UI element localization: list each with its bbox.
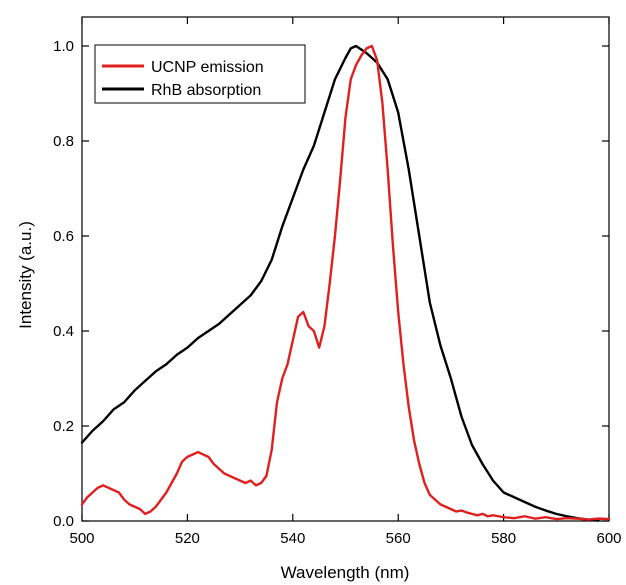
plot-border — [81, 16, 610, 522]
y-axis-title: Intensity (a.u.) — [16, 221, 35, 329]
y-tick-label: 0.4 — [53, 323, 74, 340]
y-tick-label: 0.0 — [53, 513, 74, 530]
y-tick-label: 1.0 — [53, 38, 74, 55]
legend-label-rhb-absorption: RhB absorption — [151, 82, 261, 99]
x-tick-label: 580 — [491, 530, 516, 547]
y-tick-label: 0.8 — [53, 133, 74, 150]
x-tick-label: 500 — [69, 530, 94, 547]
series-layer — [80, 44, 611, 522]
series-line-rhb-absorption — [80, 44, 600, 522]
plot-frame — [81, 16, 610, 522]
x-tick-label: 560 — [386, 530, 411, 547]
x-axis-title: Wavelength (nm) — [281, 563, 410, 582]
y-axis-ticks: 0.0 0.2 0.4 0.6 0.8 1.0 — [53, 38, 609, 530]
y-tick-label: 0.6 — [53, 228, 74, 245]
legend-label-ucnp-emission: UCNP emission — [151, 59, 264, 76]
x-tick-label: 600 — [596, 530, 621, 547]
y-tick-label: 0.2 — [53, 418, 74, 435]
series-line-ucnp-emission — [80, 44, 611, 521]
x-tick-label: 540 — [280, 530, 305, 547]
x-tick-label: 520 — [175, 530, 200, 547]
legend-box — [94, 44, 306, 104]
x-axis-ticks: 500 520 540 560 580 600 — [69, 17, 622, 547]
legend: UCNP emission RhB absorption — [94, 44, 306, 104]
